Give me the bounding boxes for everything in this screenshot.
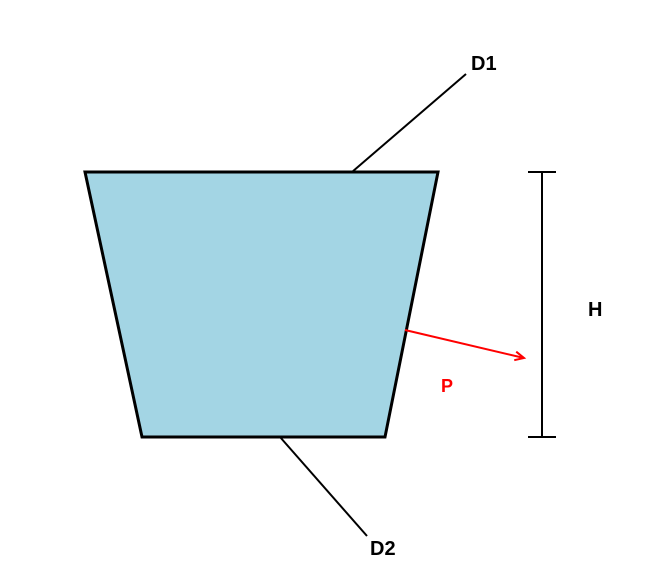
trapezoid-shape <box>85 172 438 437</box>
frustum-diagram: D1 D2 H P <box>0 0 656 588</box>
label-p: P <box>441 376 453 396</box>
d1-leader-line <box>352 74 466 172</box>
label-d1: D1 <box>471 53 497 75</box>
arrow-shaft <box>405 330 524 358</box>
height-dimension <box>528 172 556 437</box>
force-arrow-p <box>405 330 524 360</box>
label-h: H <box>588 299 602 321</box>
d2-leader-line <box>280 437 367 536</box>
label-d2: D2 <box>370 538 396 560</box>
